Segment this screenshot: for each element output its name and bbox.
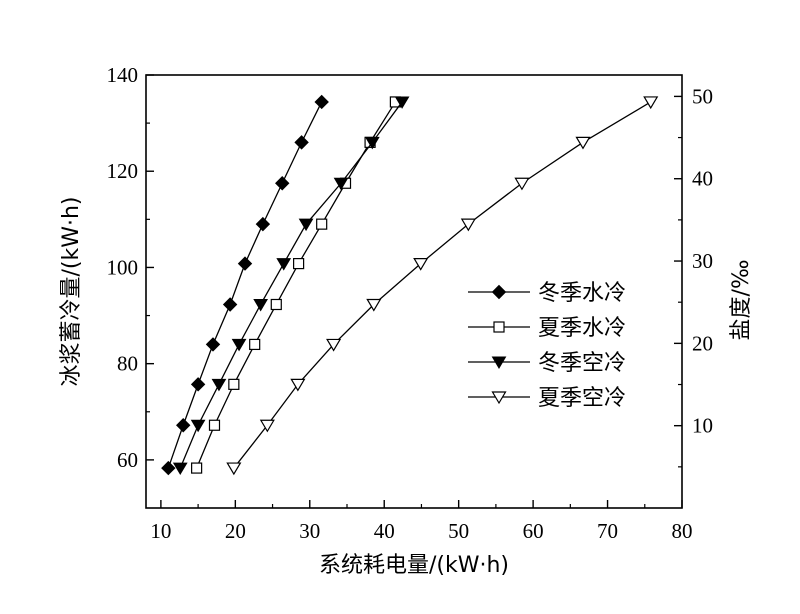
x-tick-label: 80 (672, 519, 693, 543)
data-point-triangle-open (326, 338, 342, 352)
data-point-triangle (394, 96, 410, 109)
data-point-triangle-open (290, 378, 306, 392)
series-1 (161, 94, 329, 476)
data-point-triangle (364, 136, 380, 150)
data-point-square (493, 321, 505, 333)
series-layer (161, 94, 659, 476)
legend-item: 冬季空冷 (468, 351, 626, 376)
y-tick-label: 100 (107, 255, 139, 279)
y-tick-label: 80 (117, 352, 138, 376)
legend-item: 冬季水冷 (468, 281, 626, 306)
series-2 (191, 96, 401, 474)
x-tick-label: 60 (523, 519, 544, 543)
axis-ticks: 10 20 30 40 50 60 70 80 60 80 100 120 140 10 20 30 40 50 (107, 63, 714, 543)
y-tick-label: 60 (117, 448, 138, 472)
legend-label: 冬季空冷 (538, 351, 626, 376)
y-axis-title: 冰浆蓄冷量/(kW·h) (59, 196, 84, 386)
data-point-triangle-open (643, 96, 659, 110)
data-point-diamond (176, 418, 191, 433)
data-point-triangle-open (575, 136, 591, 150)
data-point-triangle (491, 356, 507, 369)
data-point-diamond (161, 460, 176, 476)
data-point-square (293, 257, 305, 270)
data-point-triangle-open (413, 257, 429, 271)
series-3 (172, 96, 410, 476)
plot-frame (145, 74, 683, 509)
data-point-square (316, 218, 328, 230)
axes-frame (145, 74, 683, 509)
data-point-square (270, 298, 282, 311)
data-point-triangle (231, 338, 247, 352)
y2-tick-label: 20 (692, 331, 713, 355)
x-tick-label: 70 (597, 519, 618, 543)
series-4 (226, 96, 659, 476)
data-point-triangle (172, 462, 188, 476)
data-point-diamond (190, 377, 206, 392)
data-point-diamond (205, 337, 221, 352)
data-point-triangle (276, 258, 292, 271)
x-axis-title: 系统耗电量/(kW·h) (319, 553, 509, 578)
series-line (196, 101, 396, 469)
data-point-triangle-open (366, 298, 382, 312)
data-point-diamond (491, 284, 507, 300)
data-point-square (191, 462, 203, 474)
series-line (167, 101, 323, 469)
y2-tick-label: 40 (692, 167, 713, 191)
y2-tick-label: 50 (692, 84, 713, 108)
x-tick-label: 10 (150, 519, 171, 543)
y2-tick-label: 10 (692, 414, 713, 438)
data-point-triangle-open (259, 419, 275, 433)
data-point-triangle-open (460, 218, 476, 232)
data-point-triangle-open (226, 462, 242, 476)
x-tick-label: 50 (448, 519, 469, 543)
data-point-triangle (190, 419, 206, 433)
data-point-diamond (294, 135, 309, 150)
data-point-triangle (253, 298, 269, 312)
x-tick-label: 30 (299, 519, 320, 543)
y-tick-label: 140 (107, 63, 139, 87)
data-point-square (249, 338, 261, 351)
legend-label: 夏季水冷 (538, 316, 626, 341)
data-point-square (208, 419, 221, 431)
series-line (233, 101, 652, 469)
y2-axis-title: 盐度/‰ (729, 260, 754, 341)
x-tick-label: 20 (225, 519, 246, 543)
data-point-triangle (298, 218, 314, 232)
y-tick-label: 120 (107, 159, 139, 183)
data-point-diamond (222, 297, 238, 312)
data-point-triangle (211, 378, 227, 392)
series-line (179, 101, 403, 469)
data-point-diamond (275, 176, 290, 191)
data-point-diamond (237, 256, 253, 271)
data-point-triangle-open (514, 177, 530, 191)
data-point-triangle (333, 177, 349, 191)
data-point-triangle-open (491, 391, 507, 405)
x-tick-label: 40 (374, 519, 395, 543)
legend-label: 夏季空冷 (538, 386, 626, 411)
legend-label: 冬季水冷 (538, 281, 626, 306)
legend-item: 夏季水冷 (468, 316, 626, 341)
y2-tick-label: 30 (692, 249, 713, 273)
data-point-diamond (255, 216, 271, 232)
legend-item: 夏季空冷 (468, 386, 626, 411)
data-point-diamond (314, 94, 329, 110)
data-point-square (228, 378, 240, 390)
